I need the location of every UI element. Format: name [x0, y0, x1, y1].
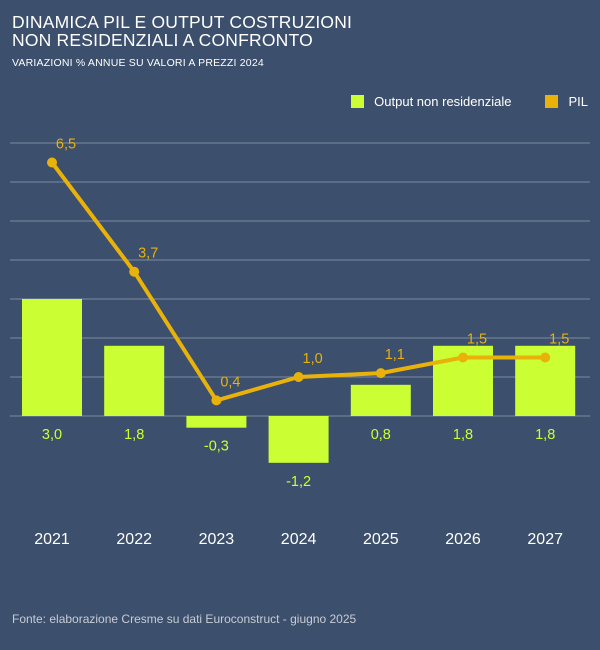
- legend: Output non residenziale PIL: [317, 94, 588, 109]
- legend-label-output: Output non residenziale: [374, 94, 512, 109]
- x-tick-label: 2022: [116, 531, 152, 548]
- pil-point: [211, 395, 222, 406]
- x-tick-label: 2026: [445, 531, 481, 548]
- bar-value-label: -1,2: [286, 474, 311, 490]
- pil-value-label: 1,0: [303, 351, 323, 367]
- x-axis-labels: 2021 2022 2023 2024 2025 2026 2027: [34, 531, 563, 548]
- pil-value-label: 0,4: [220, 374, 240, 390]
- pil-point: [375, 368, 386, 379]
- data-labels: 3,0 1,8 -0,3 -1,2 0,8 1,8 1,8 6,5 3,7 0,4 1,0 1,1 1,…: [42, 137, 569, 490]
- x-tick-label: 2024: [281, 531, 317, 548]
- pil-value-label: 1,5: [467, 332, 487, 348]
- bar-value-label: 0,8: [371, 427, 391, 443]
- pil-point: [293, 372, 304, 382]
- chart-title: DINAMICA PIL E OUTPUT COSTRUZIONI NON RE…: [12, 13, 352, 49]
- pil-point: [540, 352, 551, 363]
- pil-point: [458, 352, 468, 363]
- pil-value-label: 1,1: [385, 347, 405, 363]
- bar-value-label: 1,8: [453, 427, 473, 443]
- chart-subtitle: VARIAZIONI % ANNUE SU VALORI A PREZZI 20…: [12, 57, 264, 69]
- bar-value-label: -0,3: [204, 439, 229, 455]
- legend-swatch-output: [351, 95, 365, 108]
- bar-value-label: 3,0: [42, 427, 62, 443]
- legend-swatch-pil: [545, 95, 559, 108]
- legend-label-pil: PIL: [568, 94, 588, 109]
- x-tick-label: 2023: [199, 531, 235, 548]
- pil-value-label: 6,5: [56, 137, 76, 153]
- x-tick-label: 2021: [34, 531, 70, 548]
- bar: [22, 299, 82, 416]
- bar: [104, 345, 165, 416]
- bar-value-label: 1,8: [124, 427, 144, 443]
- legend-item-pil: PIL: [545, 94, 588, 109]
- pil-value-label: 3,7: [138, 246, 158, 262]
- bar-value-label: 1,8: [535, 427, 555, 443]
- pil-value-label: 1,5: [549, 332, 569, 348]
- bar: [186, 416, 247, 428]
- bar: [350, 384, 411, 416]
- bar: [268, 416, 329, 463]
- x-tick-label: 2025: [363, 531, 399, 548]
- x-tick-label: 2027: [527, 531, 563, 548]
- title-line-1: DINAMICA PIL E OUTPUT COSTRUZIONI: [12, 12, 353, 32]
- pil-point: [129, 266, 140, 277]
- pil-line: [47, 157, 551, 406]
- source-note: Fonte: elaborazione Cresme su dati Euroc…: [12, 612, 357, 626]
- title-line-2: NON RESIDENZIALI A CONFRONTO: [12, 30, 313, 50]
- legend-item-output: Output non residenziale: [351, 94, 511, 109]
- pil-point: [47, 157, 57, 168]
